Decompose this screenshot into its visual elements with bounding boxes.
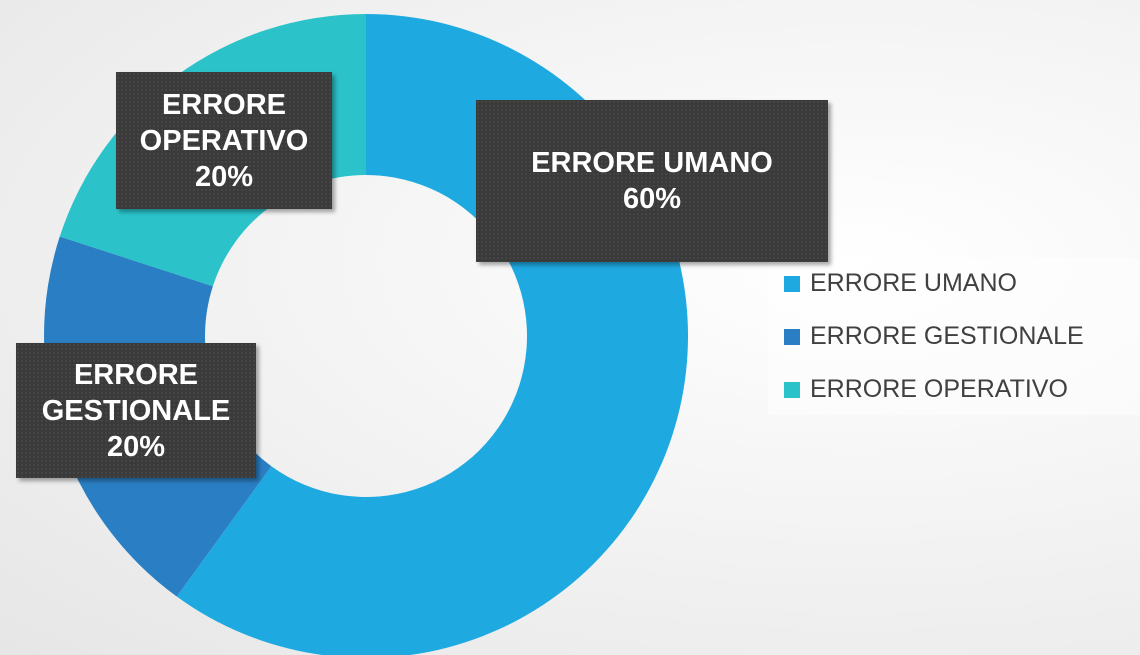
data-label-name: ERRORE UMANO [531, 147, 773, 179]
data-label-name: ERRORE GESTIONALE [41, 358, 231, 427]
data-label-value: 60% [622, 183, 682, 215]
data-label: ERRORE OPERATIVO 20% [116, 72, 332, 209]
legend-item: ERRORE OPERATIVO [784, 375, 1068, 404]
legend-label: ERRORE OPERATIVO [810, 375, 1068, 403]
data-label-name: ERRORE OPERATIVO [139, 88, 309, 157]
legend: ERRORE UMANO ERRORE GESTIONALE ERRORE OPER… [768, 258, 1140, 415]
legend-label: ERRORE GESTIONALE [810, 322, 1084, 350]
data-label-value: 20% [194, 160, 254, 193]
data-label-value: 20% [106, 430, 166, 463]
legend-item: ERRORE GESTIONALE [784, 322, 1084, 351]
legend-swatch [784, 275, 800, 292]
data-label: ERRORE GESTIONALE 20% [16, 343, 256, 478]
data-label: ERRORE UMANO 60% [476, 100, 828, 262]
legend-label: ERRORE UMANO [810, 269, 1017, 297]
legend-swatch [784, 328, 800, 345]
legend-swatch [784, 381, 800, 398]
legend-item: ERRORE UMANO [784, 269, 1017, 298]
